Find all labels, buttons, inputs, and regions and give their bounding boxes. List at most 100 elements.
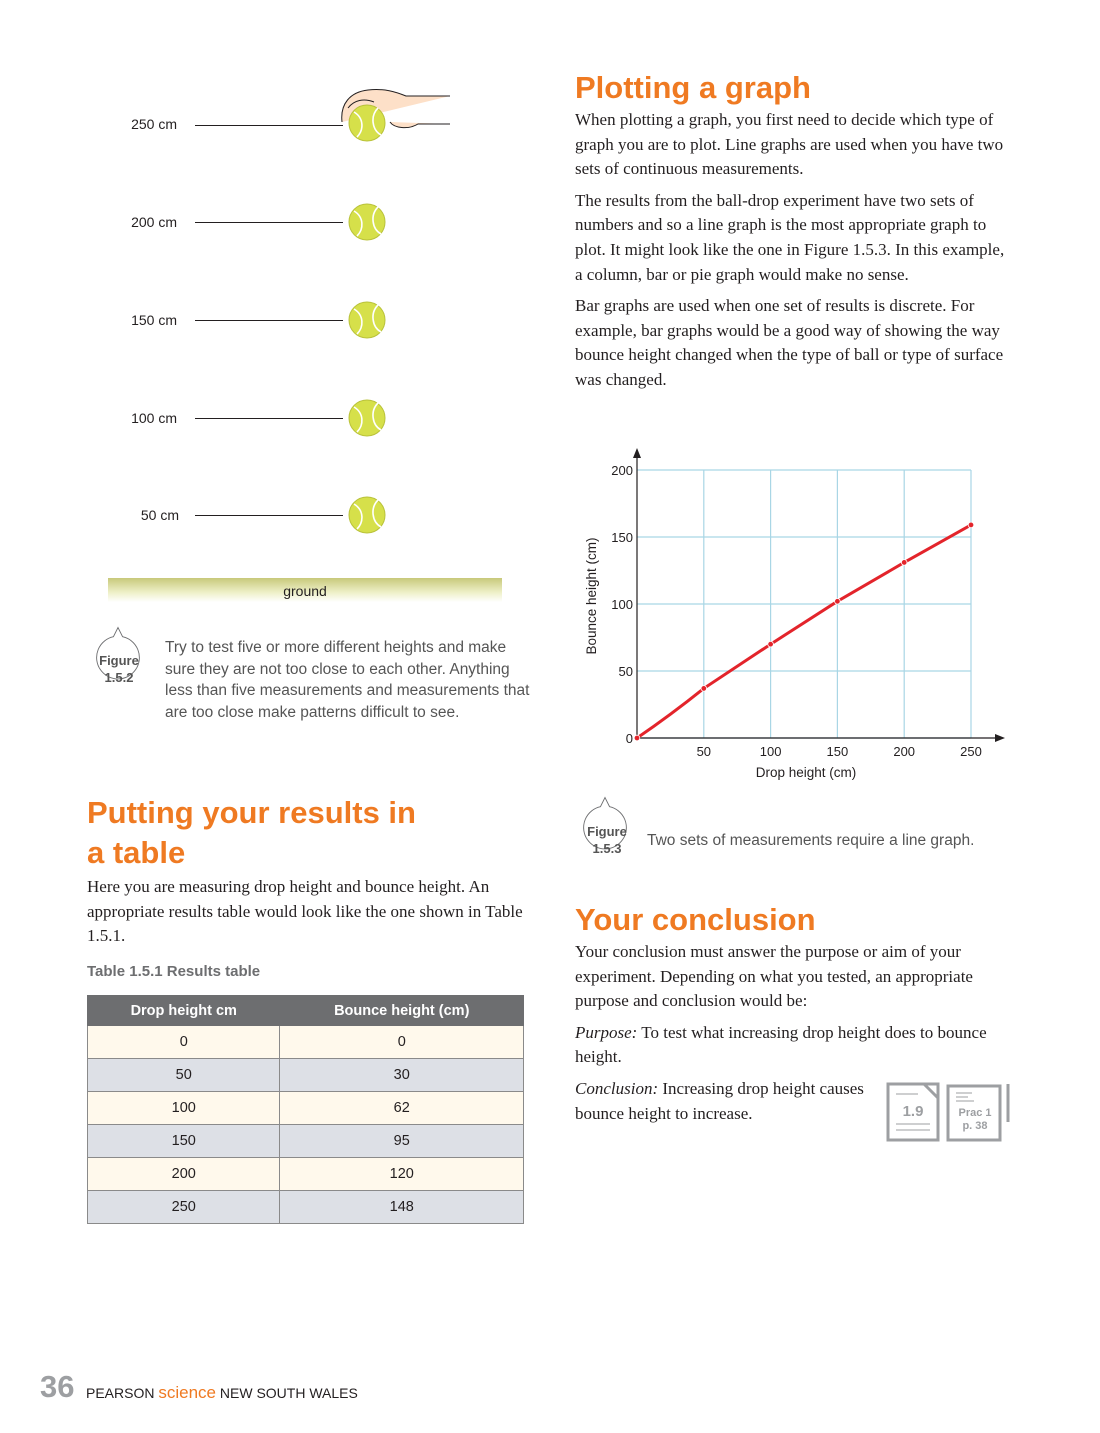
- footer-brand: PEARSON science NEW SOUTH WALES: [86, 1383, 358, 1403]
- section-heading: Putting your results in a table: [87, 793, 527, 873]
- data-point: [633, 734, 641, 742]
- prac-icon: [946, 1084, 1010, 1142]
- y-tick-label: 100: [611, 597, 633, 612]
- conclusion-label: Conclusion:: [575, 1078, 659, 1098]
- y-tick-label: 150: [611, 530, 633, 545]
- x-tick-label: 50: [697, 744, 711, 759]
- figure-badge-1-5-3: Figure 1.5.3: [576, 823, 638, 857]
- y-tick-label: 200: [611, 463, 633, 478]
- purpose-text: To test what increasing drop height does…: [575, 1022, 987, 1067]
- height-label: 250 cm: [131, 116, 177, 132]
- height-line: [195, 515, 343, 516]
- x-tick-label: 150: [827, 744, 849, 759]
- height-line: [195, 320, 343, 321]
- height-label: 50 cm: [140, 507, 179, 523]
- table-cell: 120: [279, 1157, 524, 1191]
- section-paragraph: Your conclusion must answer the purpose …: [575, 942, 973, 1011]
- data-point: [767, 640, 774, 648]
- results-table: Drop height cm Bounce height (cm) 0 0 50…: [86, 995, 524, 1224]
- data-point: [901, 559, 908, 566]
- figure-badge-word: Figure: [99, 653, 139, 668]
- tennis-ball-icon: [348, 203, 386, 241]
- y-axis-arrow: [633, 448, 641, 458]
- tick-labels: 50 100 150 200 250 0 50 100 150 200: [611, 463, 982, 759]
- table-row: 200 120: [86, 1157, 524, 1191]
- heading-line: a table: [87, 835, 186, 870]
- brand-post: NEW SOUTH WALES: [216, 1385, 358, 1401]
- brand-pre: PEARSON: [86, 1385, 159, 1401]
- table-section: Putting your results in a table Here you…: [87, 793, 527, 956]
- table-cell: 200: [86, 1157, 281, 1191]
- table-cell: 0: [279, 1025, 524, 1059]
- table-cell: 95: [279, 1124, 524, 1158]
- column-header: Bounce height (cm): [279, 995, 524, 1026]
- line-chart: 50 100 150 200 250 0 50 100 150 200 Drop height (…: [584, 448, 1005, 780]
- height-line: [195, 418, 343, 419]
- prac-label: Prac 1 p. 38: [948, 1107, 1002, 1133]
- series-line: [636, 523, 972, 740]
- prac-label-line: Prac 1: [958, 1107, 992, 1119]
- worksheet-link[interactable]: 1.9: [886, 1082, 940, 1142]
- x-tick-label: 100: [760, 744, 782, 759]
- purpose-paragraph: Purpose: To test what increasing drop he…: [575, 1021, 1015, 1070]
- prac-link[interactable]: Prac 1 p. 38: [946, 1082, 1014, 1142]
- height-label: 150 cm: [131, 312, 177, 328]
- table-cell: 30: [279, 1058, 524, 1092]
- tennis-ball-icon: [348, 301, 386, 339]
- table-row: 50 30: [86, 1058, 524, 1092]
- hand-icon: [341, 89, 450, 129]
- tennis-ball-icon: [348, 496, 386, 534]
- ground-label: ground: [283, 583, 327, 599]
- x-axis-label: Drop height (cm): [756, 765, 857, 780]
- page-number: 36: [40, 1369, 75, 1404]
- table-cell: 50: [86, 1058, 281, 1092]
- height-label: 200 cm: [131, 214, 177, 230]
- height-line: [195, 222, 343, 223]
- data-points: [633, 521, 975, 742]
- figure-badge-number: 1.5.2: [104, 670, 134, 685]
- table-cell: 150: [86, 1124, 281, 1158]
- worksheet-icon: [886, 1082, 940, 1142]
- table-row: 0 0: [86, 1025, 524, 1059]
- table-cell: 250: [86, 1190, 281, 1224]
- figure-badge-icon: [96, 626, 140, 680]
- worksheet-number: 1.9: [902, 1103, 924, 1120]
- height-label: 100 cm: [131, 410, 177, 426]
- table-row: 100 62: [86, 1091, 524, 1125]
- brand-science: science: [158, 1383, 216, 1402]
- y-tick-label: 0: [626, 731, 633, 746]
- section-paragraph: The results from the ball-drop experimen…: [575, 190, 1005, 284]
- x-tick-label: 250: [960, 744, 982, 759]
- data-point: [700, 685, 707, 692]
- x-tick-label: 200: [893, 744, 915, 759]
- tennis-ball-icon: [348, 104, 386, 142]
- table-row: 150 95: [86, 1124, 524, 1158]
- table-cell: 62: [279, 1091, 524, 1125]
- table-cell: 0: [86, 1025, 281, 1059]
- ground-strip: ground: [108, 578, 502, 602]
- height-line: [195, 125, 343, 126]
- conclusion-paragraph: Conclusion: Increasing drop height cause…: [575, 1077, 865, 1126]
- table-cell: 100: [86, 1091, 281, 1125]
- figure-badge-number: 1.5.3: [592, 841, 622, 856]
- figure-caption: Try to test five or more different heigh…: [165, 639, 530, 721]
- tennis-ball-icon: [348, 399, 386, 437]
- figure-caption: Two sets of measurements require a line …: [647, 832, 975, 849]
- table-row: 250 148: [86, 1190, 524, 1224]
- table-cell: 148: [279, 1190, 524, 1224]
- prac-label-line: p. 38: [962, 1120, 988, 1132]
- figure-badge-word: Figure: [587, 824, 627, 839]
- data-point: [834, 598, 841, 605]
- heading-line: Putting your results in: [87, 795, 416, 830]
- plotting-section: Plotting a graph When plotting a graph, …: [575, 68, 1015, 400]
- y-axis-label: Bounce height (cm): [584, 537, 599, 654]
- figure-badge-1-5-2: Figure 1.5.2: [89, 652, 149, 686]
- conclusion-text: Increasing drop height causes bounce hei…: [575, 1078, 864, 1123]
- table-caption: Table 1.5.1 Results table: [87, 963, 261, 980]
- y-tick-label: 50: [619, 664, 633, 679]
- section-paragraph: Bar graphs are used when one set of resu…: [575, 296, 1004, 389]
- data-point: [967, 521, 975, 529]
- chart-grid: [637, 469, 972, 739]
- section-paragraph: Here you are measuring drop height and b…: [87, 877, 523, 946]
- figure-badge-icon: [583, 796, 627, 850]
